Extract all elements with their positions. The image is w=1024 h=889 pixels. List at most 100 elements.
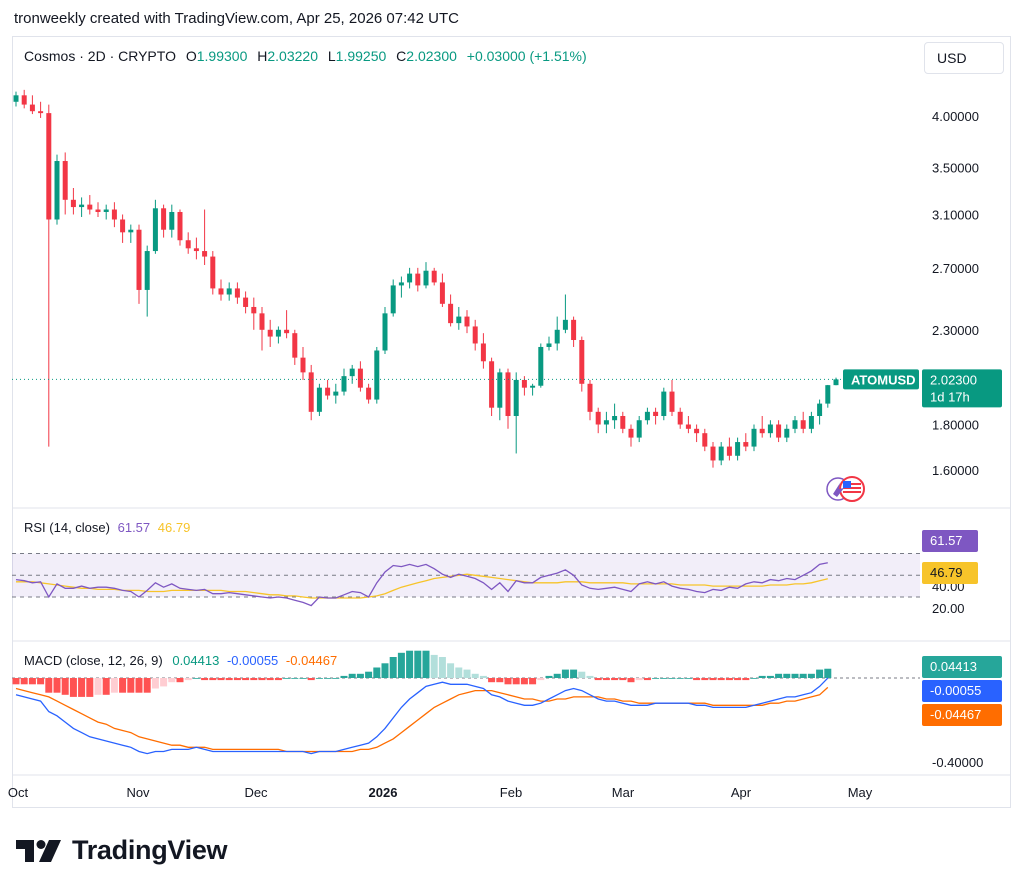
macd-histogram-bar — [307, 678, 315, 681]
change-value: +0.03000 (+1.51%) — [466, 48, 587, 64]
candle-body — [497, 372, 503, 408]
macd-histogram-bar — [602, 678, 610, 681]
macd-histogram-bar — [799, 673, 807, 678]
macd-line-value: -0.00055 — [226, 653, 279, 668]
candle-body — [259, 313, 265, 330]
macd-histogram-bar — [684, 678, 692, 679]
candle-body — [644, 411, 650, 421]
candle-body — [661, 391, 667, 417]
candle-body — [530, 385, 536, 388]
axes: 4.00000 3.50000 3.10000 2.70000 2.30000 1.800… — [8, 109, 1011, 800]
last-price-tag — [922, 369, 1002, 408]
candle-body — [210, 256, 216, 289]
candle-body — [439, 282, 445, 304]
rsi-ma-value: 46.79 — [157, 520, 191, 535]
macd-histogram-bar — [471, 673, 479, 678]
price-axis-label: 3.10000 — [932, 207, 979, 222]
candle-body — [669, 391, 675, 412]
macd-histogram-bar — [775, 673, 783, 678]
candle-body — [800, 420, 806, 429]
macd-histogram-bar — [717, 678, 725, 681]
macd-signal-line — [15, 686, 829, 753]
macd-histogram-bar — [766, 675, 774, 678]
candle-body — [136, 229, 142, 290]
macd-histogram-bar — [660, 678, 668, 679]
candle-body — [521, 379, 527, 388]
candle-body — [620, 416, 626, 429]
macd-histogram-bar — [635, 678, 643, 681]
ticker-tag — [843, 369, 919, 390]
macd-histogram-bar — [381, 663, 389, 678]
candle-body — [87, 204, 93, 210]
macd-histogram-bar — [422, 650, 430, 678]
macd-line — [15, 677, 829, 755]
macd-histogram-bar — [209, 678, 217, 681]
candle-body — [653, 411, 659, 417]
macd-histogram-bar — [315, 678, 323, 679]
candle-body — [144, 251, 150, 290]
macd-line-tag — [922, 680, 1002, 702]
brand-name: TradingView — [72, 834, 228, 865]
macd-histogram-bar — [28, 678, 36, 685]
macd-histogram-bar — [529, 678, 537, 685]
candle-body — [833, 379, 839, 386]
flag-icon[interactable] — [826, 476, 865, 502]
time-axis-label: Mar — [612, 785, 635, 800]
candle-body — [152, 208, 158, 252]
macd-histogram-bar — [504, 678, 512, 685]
candle-body — [54, 161, 60, 220]
price-pane — [12, 89, 920, 468]
macd-histogram-bar — [135, 678, 143, 693]
candle-body — [489, 361, 495, 408]
macd-histogram-bar — [463, 669, 471, 678]
rsi-value-tag-text: 61.57 — [930, 533, 963, 548]
macd-histogram-bar — [242, 678, 250, 681]
close-value: 2.02300 — [406, 48, 457, 64]
candle-body — [472, 326, 478, 344]
rsi-label[interactable]: RSI (14, close) — [24, 520, 110, 535]
currency-button[interactable]: USD — [924, 42, 1004, 74]
candle-body — [407, 273, 413, 283]
macd-histogram-bar — [553, 673, 561, 678]
macd-histogram-bar — [701, 678, 709, 681]
candle-body — [571, 319, 577, 341]
rsi-value: 61.57 — [117, 520, 151, 535]
macd-histogram-bar — [45, 678, 53, 693]
candle-body — [817, 403, 823, 417]
candle-body — [226, 288, 232, 295]
candle-body — [193, 248, 199, 252]
macd-histogram-bar — [824, 668, 832, 678]
candle-body — [546, 343, 552, 347]
candle-body — [505, 372, 511, 417]
symbol-name[interactable]: Cosmos · 2D · CRYPTO — [24, 48, 176, 64]
low-value: 1.99250 — [335, 48, 387, 64]
macd-histogram-bar — [783, 673, 791, 678]
candle-body — [415, 273, 421, 286]
candle-body — [275, 329, 281, 337]
macd-histogram-bar — [447, 663, 455, 678]
ticker-tag-text: ATOMUSD — [851, 372, 916, 387]
candle-body — [513, 379, 519, 417]
candle-body — [759, 428, 765, 434]
candle-body — [202, 251, 208, 257]
macd-label[interactable]: MACD (close, 12, 26, 9) — [24, 653, 163, 668]
rsi-ma-tag-text: 46.79 — [930, 565, 963, 580]
tradingview-logo[interactable]: TradingView — [16, 832, 228, 868]
macd-histogram-bar — [397, 652, 405, 678]
candle-body — [718, 446, 724, 461]
candle-body — [284, 329, 290, 334]
time-axis-label: Apr — [731, 785, 752, 800]
macd-histogram-bar — [742, 678, 750, 681]
macd-histogram-bar — [168, 678, 176, 683]
candle-body — [169, 211, 175, 230]
candle-body — [603, 420, 609, 425]
macd-histogram-bar — [668, 678, 676, 679]
macd-histogram-bar — [348, 673, 356, 678]
macd-histogram-bar — [496, 678, 504, 683]
macd-histogram-bar — [119, 678, 127, 693]
macd-histogram-bar — [709, 678, 717, 681]
candle-body — [341, 376, 347, 392]
macd-histogram-bar — [78, 678, 86, 697]
macd-histogram-bar — [676, 678, 684, 679]
